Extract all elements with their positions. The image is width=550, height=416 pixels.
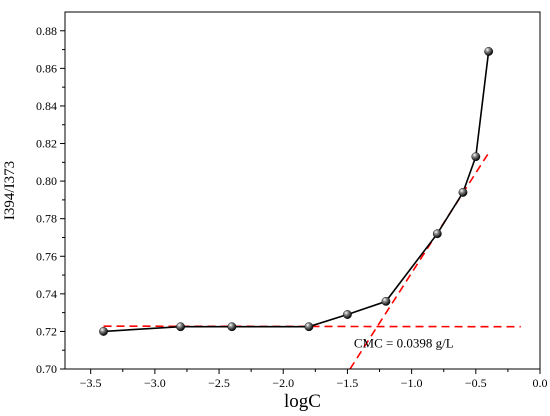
y-tick-label: 0.88 [36,24,57,38]
y-tick-label: 0.84 [36,99,57,113]
y-tick-label: 0.74 [36,287,57,301]
data-point [176,322,185,332]
data-point [343,310,352,319]
y-tick-label: 0.72 [36,324,57,338]
x-tick-label: −3.0 [144,376,166,390]
x-axis-title: logC [284,391,321,412]
y-tick-label: 0.82 [36,137,57,151]
y-tick-label: 0.86 [36,61,57,75]
data-point [304,322,314,332]
x-tick-label: −0.5 [465,376,487,390]
y-tick-label: 0.78 [36,212,57,226]
y-tick-label: 0.76 [36,249,57,263]
y-axis-title: I394/I373 [2,161,18,220]
x-tick-label: −2.0 [272,376,294,390]
data-point [381,296,391,306]
series-line [103,51,490,333]
y-tick-label: 0.70 [36,362,57,376]
plot-frame [64,11,541,370]
x-tick-label: −1.5 [337,376,359,390]
ticks: −3.5 −3.0 −2.5 −2.0 −1.5 −1.0 −0.5 0.0 0.70 0.72 0… [36,24,548,390]
x-tick-label: −2.5 [208,376,230,390]
x-tick-label: −1.0 [401,376,423,390]
series [99,47,494,336]
data-point [471,152,481,162]
data-point [99,327,108,336]
data-point [458,187,468,197]
fit-lines [103,152,521,370]
x-tick-label: 0.0 [533,376,548,390]
y-tick-label: 0.80 [36,174,57,188]
data-point [227,322,237,332]
data-point [484,47,494,56]
x-tick-label: −3.5 [80,376,102,390]
cmc-annotation: CMC = 0.0398 g/L [354,336,454,351]
data-point [432,229,442,239]
